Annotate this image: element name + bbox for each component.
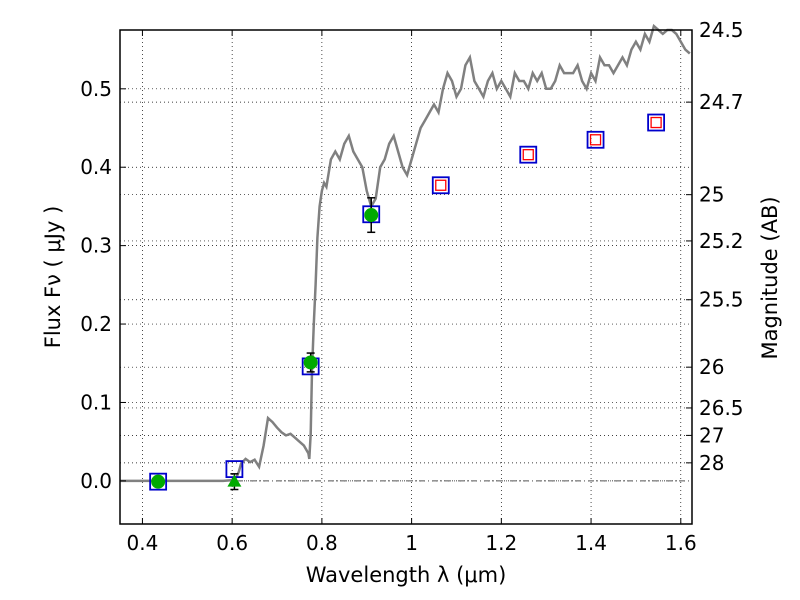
- x-tick-label: 0.6: [216, 531, 248, 555]
- right-axis-label: Magnitude (AB): [758, 196, 782, 359]
- model-square: [522, 149, 534, 161]
- x-tick-label: 0.8: [306, 531, 338, 555]
- x-tick-label: 1.6: [665, 531, 697, 555]
- y-tick-label: 0.3: [80, 234, 112, 258]
- x-tick-label: 0.4: [127, 531, 159, 555]
- model-square: [435, 179, 447, 191]
- photometry-square: [519, 145, 538, 164]
- x-tick-label: 1.4: [575, 531, 607, 555]
- spectrum-line: [120, 23, 691, 483]
- right-tick-label: 24.7: [699, 90, 744, 114]
- right-tick-label: 28: [699, 451, 724, 475]
- right-tick-label: 24.5: [699, 18, 744, 42]
- right-tick-label: 26: [699, 355, 724, 379]
- y-tick-label: 0.5: [80, 77, 112, 101]
- model-spectrum: [120, 23, 691, 483]
- y-tick-label: 0.1: [80, 390, 112, 414]
- y-tick-label: 0.0: [80, 469, 112, 493]
- photometry-square: [431, 176, 450, 195]
- upper-limit-triangle: [227, 474, 242, 487]
- y-ticks: 0.0 0.1 0.2 0.3 0.4 0.5: [80, 77, 126, 493]
- photometry-square: [149, 472, 168, 491]
- plot-frame: [119, 29, 693, 525]
- right-tick-label: 25: [699, 183, 724, 207]
- y-tick-label: 0.4: [80, 155, 112, 179]
- measurement-circle: [303, 355, 318, 370]
- right-tick-label: 25.5: [699, 288, 744, 312]
- data-points: [149, 113, 666, 491]
- measurement-circle: [151, 474, 166, 489]
- right-tick-label: 27: [699, 423, 724, 447]
- model-square: [589, 134, 602, 146]
- measurement-circle: [364, 208, 379, 223]
- right-tick-label: 25.2: [699, 229, 744, 253]
- model-square: [650, 116, 662, 129]
- photometry-square: [647, 113, 666, 132]
- right-tick-label: 26.5: [699, 396, 744, 420]
- x-ticks: 0.4 0.6 0.8 1 1.2 1.4 1.6: [127, 30, 697, 555]
- x-axis-label: Wavelength λ (μm): [306, 563, 507, 587]
- photometry-square: [586, 130, 605, 149]
- x-tick-label: 1: [405, 531, 418, 555]
- y-tick-label: 0.2: [80, 312, 112, 336]
- right-magnitude-ticks: 24.5 24.7 25 25.2 25.5 26 26.5 27 28: [686, 18, 744, 475]
- grid-lines: [120, 29, 692, 524]
- y-axis-label: Flux Fν ( μJy ): [41, 206, 65, 349]
- x-tick-label: 1.2: [485, 531, 517, 555]
